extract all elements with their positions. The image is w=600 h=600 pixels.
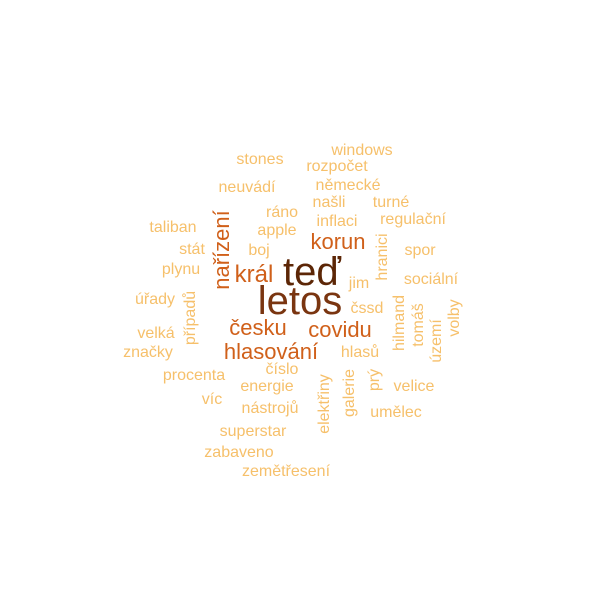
word-spor: spor <box>404 242 436 259</box>
word-plynu: plynu <box>161 261 201 278</box>
word-teď: teď <box>283 250 341 294</box>
word-značky: značky <box>123 344 173 361</box>
word-stát: stát <box>179 241 205 258</box>
word-apple: apple <box>257 222 297 239</box>
word-našli: našli <box>312 194 346 211</box>
word-číslo: číslo <box>265 361 299 378</box>
word-území: území <box>428 319 445 363</box>
word-nařízení: nařízení <box>209 210 234 290</box>
word-letos: letos <box>257 279 343 323</box>
word-galerie: galerie <box>341 368 358 418</box>
word-zemětřesení: zemětřesení <box>241 463 331 480</box>
word-nástrojů: nástrojů <box>241 400 299 417</box>
word-sociální: sociální <box>403 271 459 288</box>
word-německé: německé <box>315 177 381 194</box>
word-procenta: procenta <box>162 367 226 384</box>
word-volby: volby <box>446 299 463 337</box>
word-česku: česku <box>229 315 287 340</box>
word-hilmand: hilmand <box>391 294 408 352</box>
word-hlasů: hlasů <box>340 344 380 361</box>
word-velice: velice <box>393 378 435 395</box>
word-elektřiny: elektřiny <box>316 374 333 434</box>
word-regulační: regulační <box>380 211 446 228</box>
word-hlasování: hlasování <box>223 339 319 364</box>
word-superstar: superstar <box>219 423 287 440</box>
word-turné: turné <box>372 194 410 211</box>
word-korun: korun <box>310 229 366 254</box>
word-rozpočet: rozpočet <box>306 158 368 175</box>
word-windows: windows <box>331 142 393 159</box>
word-víc: víc <box>201 391 223 408</box>
word-velká: velká <box>137 325 175 342</box>
word-ráno: ráno <box>265 204 299 221</box>
word-čssd: čssd <box>350 300 384 317</box>
word-tomáš: tomáš <box>410 303 427 347</box>
word-případů: případů <box>182 290 199 346</box>
word-zabaveno: zabaveno <box>204 444 274 461</box>
word-taliban: taliban <box>149 219 197 236</box>
word-hranici: hranici <box>374 233 391 281</box>
word-jim: jim <box>348 275 370 292</box>
word-neuvádí: neuvádí <box>218 179 276 196</box>
word-král: král <box>234 261 274 288</box>
word-energie: energie <box>240 378 294 395</box>
word-stones: stones <box>236 151 284 168</box>
word-úřady: úřady <box>134 291 176 308</box>
word-prý: prý <box>366 368 383 392</box>
word-covidu: covidu <box>308 317 372 342</box>
word-umělec: umělec <box>370 404 422 421</box>
word-boj: boj <box>248 242 270 259</box>
word-inflaci: inflaci <box>316 213 358 230</box>
